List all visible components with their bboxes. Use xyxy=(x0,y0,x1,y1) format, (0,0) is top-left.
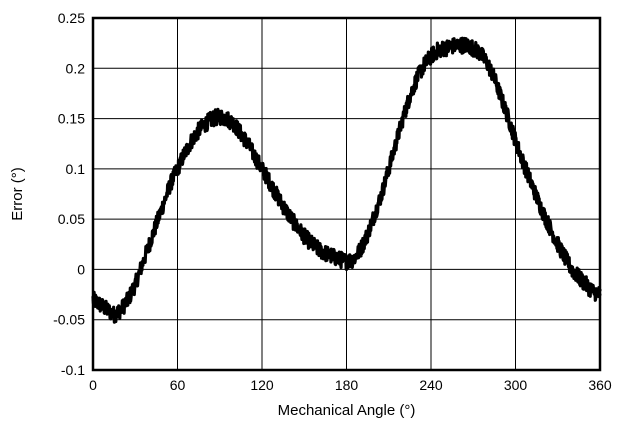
data-point xyxy=(387,167,391,171)
data-point xyxy=(570,267,574,271)
data-point xyxy=(478,51,482,55)
data-point xyxy=(330,254,334,258)
y-tick-label: 0.2 xyxy=(66,60,86,76)
y-tick-label: 0.05 xyxy=(58,211,85,227)
data-point xyxy=(352,257,356,261)
x-tick-label: 240 xyxy=(419,377,443,393)
data-point xyxy=(246,142,250,146)
data-point xyxy=(436,48,440,52)
data-point xyxy=(542,212,546,216)
x-tick-label: 180 xyxy=(335,377,359,393)
data-point xyxy=(176,167,179,171)
data-point xyxy=(253,155,257,159)
data-point xyxy=(521,159,525,163)
data-point xyxy=(323,251,327,255)
x-tick-label: 0 xyxy=(89,377,97,393)
data-point xyxy=(514,139,517,143)
y-axis-title: Error (°) xyxy=(9,167,26,221)
data-point xyxy=(105,308,109,312)
data-point xyxy=(302,234,306,238)
x-tick-label: 60 xyxy=(170,377,186,393)
x-axis-title: Mechanical Angle (°) xyxy=(278,402,416,419)
data-point xyxy=(232,122,236,126)
data-point xyxy=(401,117,405,121)
data-point xyxy=(337,257,341,261)
data-point xyxy=(485,61,489,65)
data-point xyxy=(211,117,215,121)
data-point xyxy=(556,242,560,246)
data-point xyxy=(168,182,172,186)
data-point xyxy=(471,46,475,50)
data-point xyxy=(549,227,553,231)
data-point xyxy=(394,142,398,146)
y-tick-label: -0.05 xyxy=(53,312,85,328)
data-point xyxy=(359,247,363,251)
data-point xyxy=(584,283,588,287)
data-point xyxy=(98,303,102,307)
data-point xyxy=(408,94,412,98)
data-point xyxy=(528,177,532,181)
data-point xyxy=(429,54,433,58)
x-tick-label: 300 xyxy=(504,377,528,393)
data-point xyxy=(345,259,348,263)
data-point xyxy=(190,139,194,143)
data-point xyxy=(204,122,208,126)
data-point xyxy=(450,44,454,48)
data-point xyxy=(147,242,151,246)
data-point xyxy=(197,129,201,133)
data-point xyxy=(577,275,581,279)
x-tick-labels: 0 60 120 180 240 300 360 xyxy=(89,377,612,393)
data-point xyxy=(267,179,271,183)
series-line xyxy=(91,36,602,324)
data-point xyxy=(295,225,299,229)
data-point xyxy=(443,46,447,50)
data-point xyxy=(366,232,370,236)
y-tick-label: 0.1 xyxy=(66,161,86,177)
y-tick-label: -0.1 xyxy=(61,362,85,378)
y-tick-labels: -0.1 -0.05 0 0.05 0.1 0.15 0.2 0.25 xyxy=(53,10,85,378)
y-tick-label: 0.15 xyxy=(58,111,85,127)
data-point xyxy=(316,247,320,251)
data-point xyxy=(112,313,116,317)
x-tick-label: 120 xyxy=(250,377,274,393)
data-point xyxy=(535,195,539,199)
data-point xyxy=(274,192,278,196)
data-point xyxy=(499,96,503,100)
data-point xyxy=(161,202,165,206)
y-tick-label: 0 xyxy=(77,261,85,277)
data-point xyxy=(154,222,158,226)
data-point xyxy=(183,152,187,156)
data-point xyxy=(140,262,144,266)
data-point xyxy=(422,63,426,67)
data-point xyxy=(239,132,243,136)
data-point xyxy=(288,215,292,219)
data-point xyxy=(591,290,595,294)
data-point xyxy=(563,255,567,259)
grid xyxy=(93,18,600,370)
data-point xyxy=(260,167,264,171)
data-point xyxy=(492,76,496,80)
data-point xyxy=(464,43,468,47)
data-point xyxy=(457,43,461,47)
x-tick-label: 360 xyxy=(588,377,612,393)
data-point xyxy=(225,117,229,121)
data-point xyxy=(506,117,510,121)
data-point xyxy=(373,212,377,216)
data-point xyxy=(218,115,222,119)
data-point xyxy=(309,241,313,245)
data-point xyxy=(415,76,419,80)
data-point xyxy=(126,298,130,302)
data-point xyxy=(119,308,123,312)
plot-frame xyxy=(91,16,602,372)
data-point xyxy=(380,192,384,196)
data-point xyxy=(281,204,285,208)
y-tick-label: 0.25 xyxy=(58,10,85,26)
data-point xyxy=(133,283,137,287)
